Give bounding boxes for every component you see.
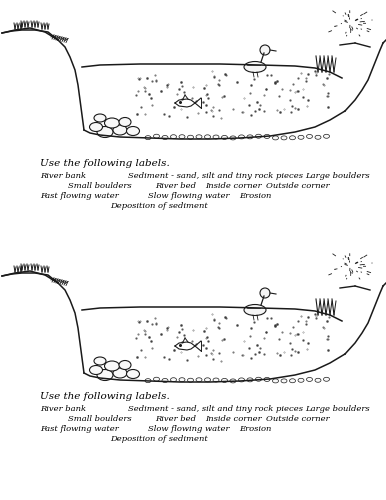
Ellipse shape — [188, 135, 193, 139]
Ellipse shape — [244, 62, 266, 72]
Ellipse shape — [205, 378, 210, 382]
Ellipse shape — [256, 134, 261, 138]
Ellipse shape — [298, 378, 304, 382]
Ellipse shape — [119, 360, 131, 370]
Ellipse shape — [90, 122, 103, 132]
Ellipse shape — [247, 135, 253, 139]
Ellipse shape — [323, 378, 330, 382]
Text: Sediment - sand, silt and tiny rock pieces: Sediment - sand, silt and tiny rock piec… — [128, 172, 303, 180]
Ellipse shape — [162, 136, 168, 140]
Text: Deposition of sediment: Deposition of sediment — [110, 202, 208, 210]
Ellipse shape — [196, 135, 202, 139]
Text: Slow flowing water: Slow flowing water — [148, 425, 230, 433]
Ellipse shape — [256, 377, 261, 381]
Ellipse shape — [105, 361, 120, 371]
Ellipse shape — [94, 114, 106, 122]
Ellipse shape — [90, 366, 103, 374]
Text: Use the following labels.: Use the following labels. — [40, 159, 170, 168]
Ellipse shape — [94, 357, 106, 365]
Text: Large boulders: Large boulders — [305, 172, 370, 180]
Text: River bank: River bank — [40, 405, 86, 413]
Ellipse shape — [239, 378, 244, 382]
Ellipse shape — [315, 136, 321, 140]
Ellipse shape — [239, 135, 244, 139]
Ellipse shape — [290, 379, 296, 383]
Ellipse shape — [323, 134, 330, 138]
Ellipse shape — [171, 378, 176, 382]
Text: Use the following labels.: Use the following labels. — [40, 392, 170, 401]
Text: Erosion: Erosion — [239, 192, 271, 200]
Ellipse shape — [213, 135, 219, 139]
Ellipse shape — [127, 126, 139, 136]
Text: Fast flowing water: Fast flowing water — [40, 192, 119, 200]
Ellipse shape — [298, 136, 304, 140]
Text: River bed: River bed — [155, 415, 196, 423]
Ellipse shape — [145, 136, 151, 140]
Text: Large boulders: Large boulders — [305, 405, 370, 413]
Text: Deposition of sediment: Deposition of sediment — [110, 435, 208, 443]
Ellipse shape — [273, 379, 279, 383]
Ellipse shape — [188, 378, 193, 382]
Text: River bank: River bank — [40, 172, 86, 180]
Text: Slow flowing water: Slow flowing water — [148, 192, 230, 200]
Circle shape — [260, 45, 270, 55]
Text: Outside corner: Outside corner — [266, 415, 330, 423]
Ellipse shape — [113, 368, 127, 378]
Ellipse shape — [247, 378, 253, 382]
Ellipse shape — [171, 134, 176, 138]
Ellipse shape — [306, 134, 313, 138]
Ellipse shape — [273, 136, 279, 140]
Ellipse shape — [105, 118, 120, 128]
Ellipse shape — [154, 377, 159, 381]
Ellipse shape — [97, 126, 113, 138]
Text: Small boulders: Small boulders — [68, 415, 132, 423]
Ellipse shape — [162, 378, 168, 382]
Ellipse shape — [244, 304, 266, 316]
Ellipse shape — [222, 136, 227, 140]
Circle shape — [260, 288, 270, 298]
Ellipse shape — [213, 378, 219, 382]
Ellipse shape — [179, 134, 185, 138]
Ellipse shape — [179, 378, 185, 382]
Text: Inside corner: Inside corner — [205, 182, 262, 190]
Text: Fast flowing water: Fast flowing water — [40, 425, 119, 433]
Text: Erosion: Erosion — [239, 425, 271, 433]
Ellipse shape — [281, 379, 287, 383]
Text: Small boulders: Small boulders — [68, 182, 132, 190]
Ellipse shape — [154, 134, 159, 138]
Ellipse shape — [145, 378, 151, 382]
Ellipse shape — [315, 378, 321, 382]
Ellipse shape — [113, 125, 127, 135]
Ellipse shape — [222, 378, 227, 382]
Text: Outside corner: Outside corner — [266, 182, 330, 190]
Ellipse shape — [97, 370, 113, 380]
Ellipse shape — [127, 370, 139, 378]
Ellipse shape — [290, 136, 296, 140]
Ellipse shape — [264, 378, 270, 382]
Ellipse shape — [281, 136, 287, 140]
Ellipse shape — [230, 136, 236, 140]
Text: Inside corner: Inside corner — [205, 415, 262, 423]
Ellipse shape — [119, 118, 131, 126]
Ellipse shape — [205, 135, 210, 139]
Ellipse shape — [196, 378, 202, 382]
Ellipse shape — [230, 379, 236, 383]
Ellipse shape — [306, 378, 313, 382]
Text: River bed: River bed — [155, 182, 196, 190]
Ellipse shape — [264, 134, 270, 138]
Text: Sediment - sand, silt and tiny rock pieces: Sediment - sand, silt and tiny rock piec… — [128, 405, 303, 413]
